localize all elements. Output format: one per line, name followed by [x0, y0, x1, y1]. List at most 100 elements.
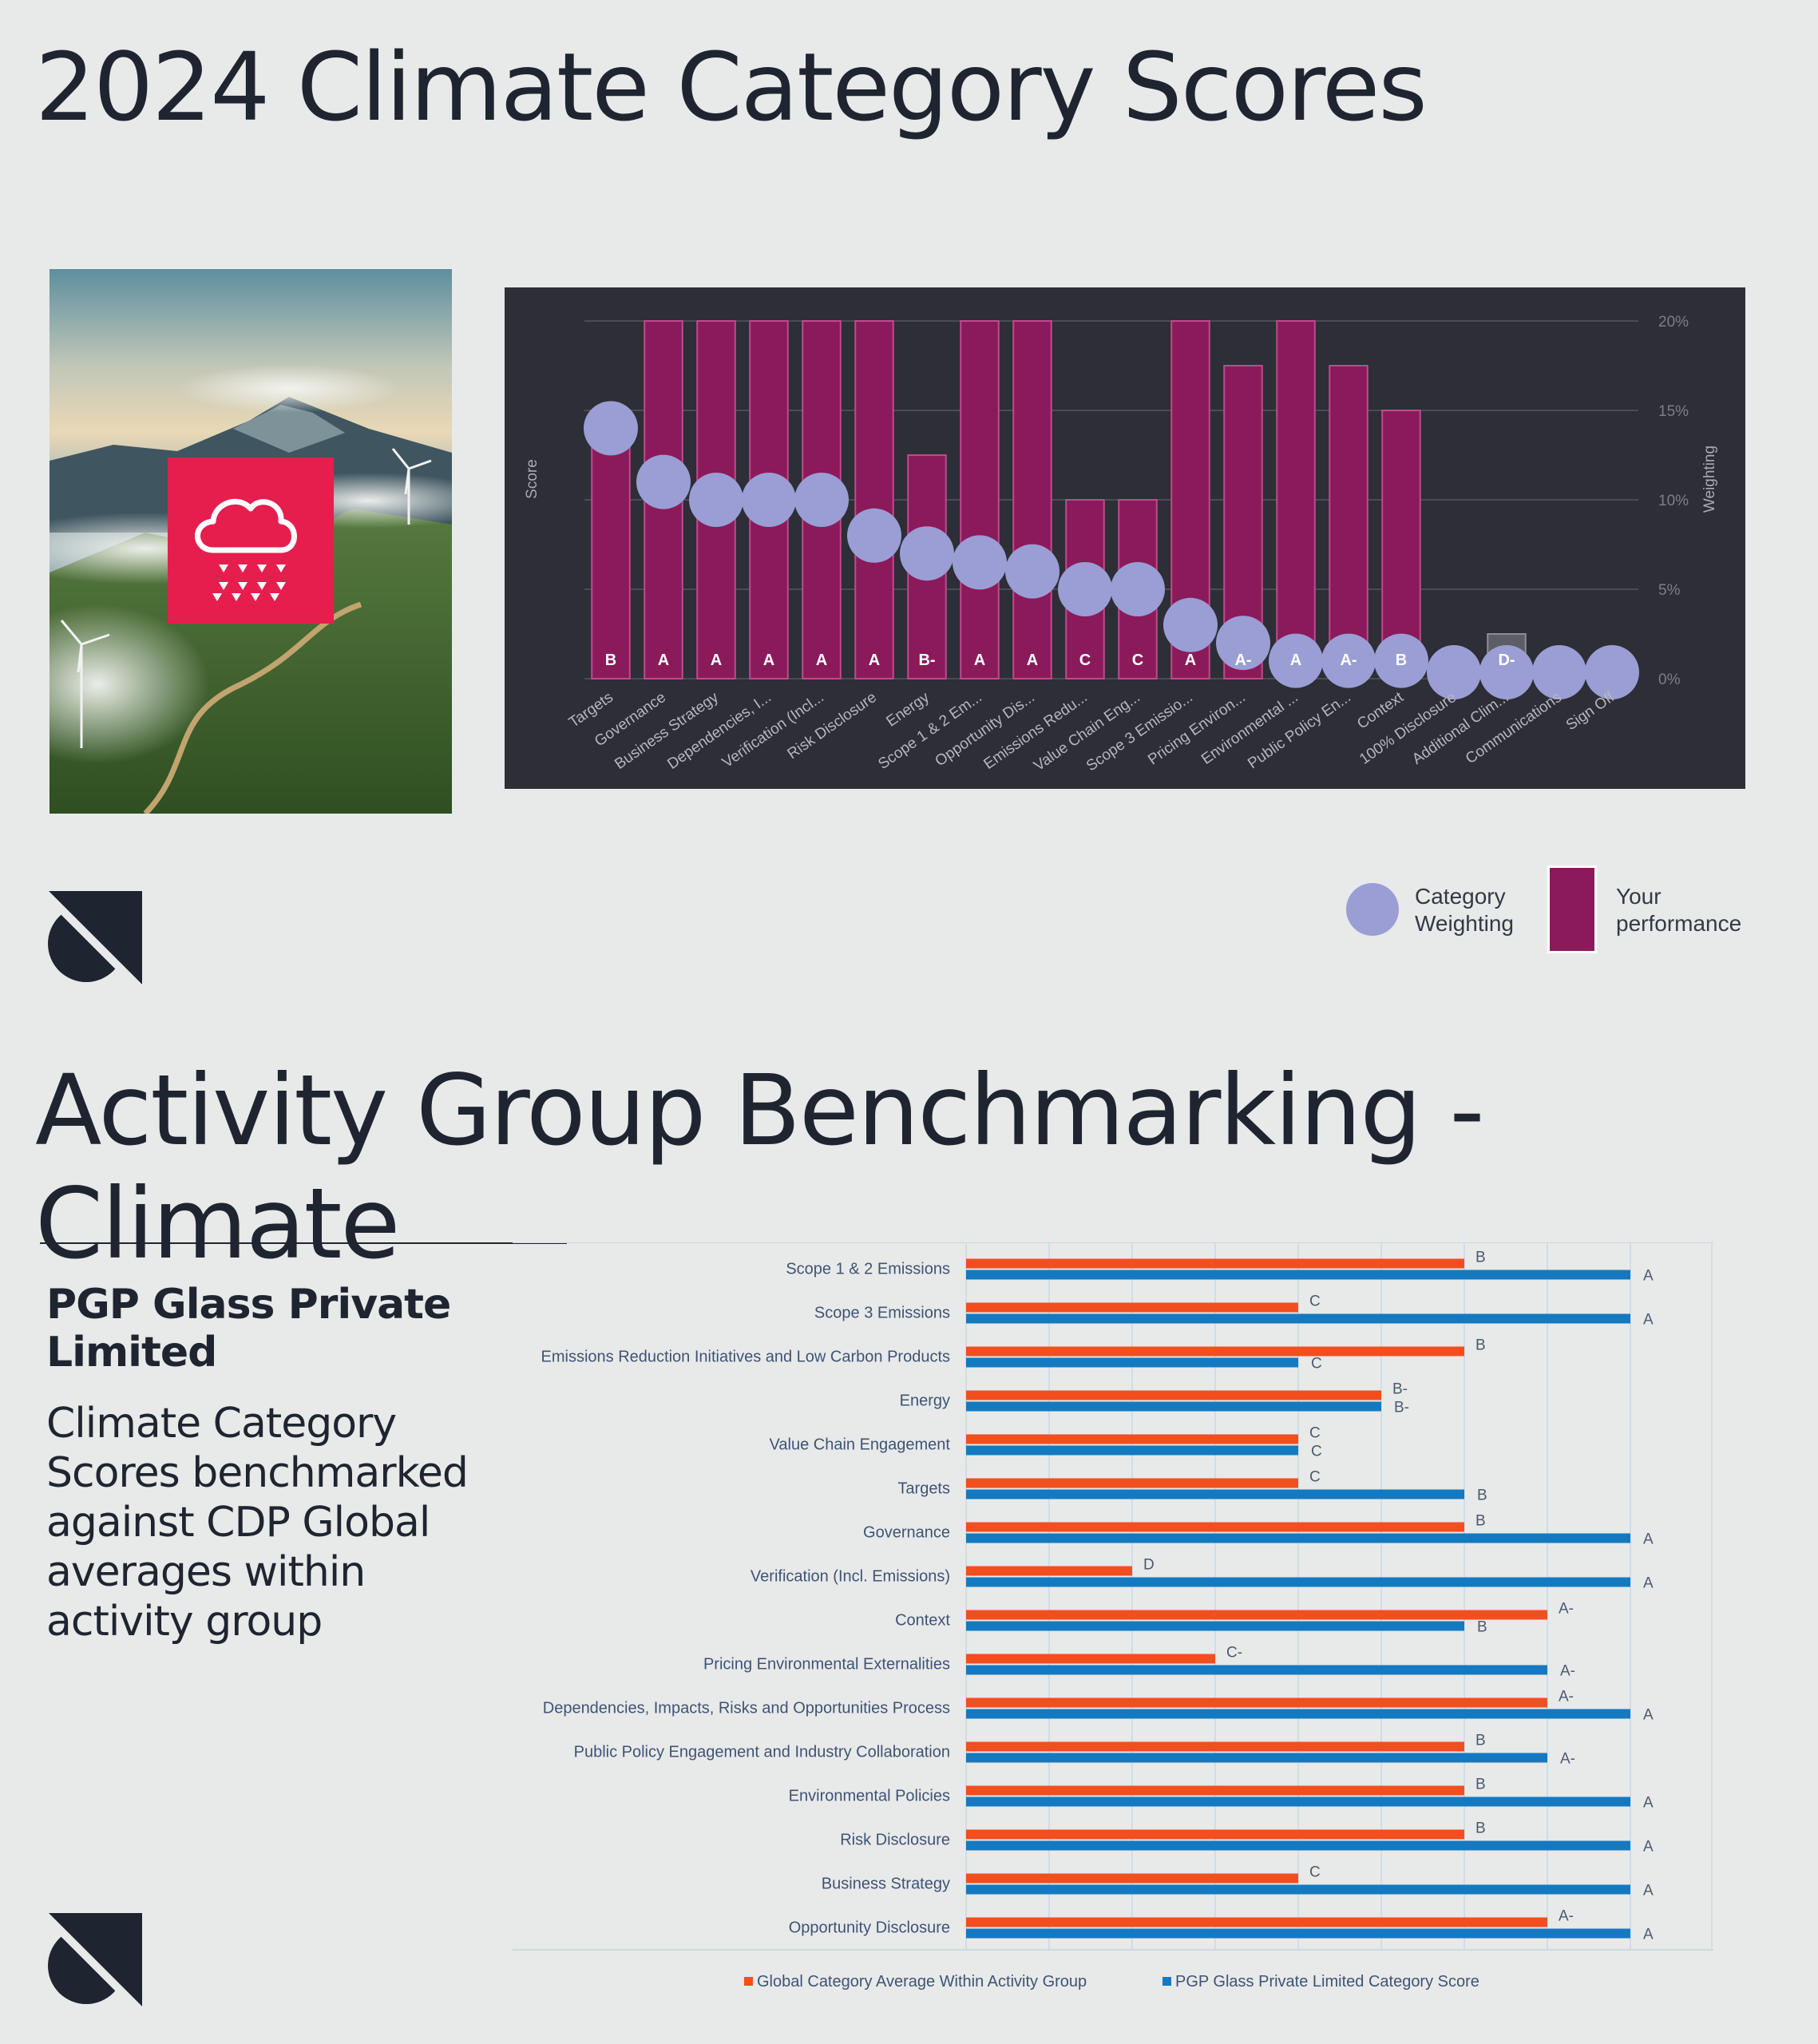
- grade-label: A: [869, 652, 880, 669]
- global-average-grade: C: [1309, 1864, 1321, 1881]
- company-score-grade: A: [1643, 1312, 1654, 1329]
- company-score-grade: A: [1643, 1927, 1654, 1943]
- section-divider: [40, 1242, 567, 1244]
- company-score-legend-label: PGP Glass Private Limited Category Score: [1175, 1973, 1479, 1991]
- company-score-bar: [966, 1665, 1547, 1675]
- x-tick-label: 100% Disclosure: [1357, 689, 1460, 768]
- company-score-grade: A: [1643, 1531, 1654, 1548]
- performance-legend-label: Your performance: [1616, 884, 1742, 936]
- weighting-dot: [794, 473, 849, 527]
- company-score-grade: A-: [1560, 1663, 1575, 1680]
- performance-bar: [1276, 320, 1316, 679]
- grade-label: A: [1290, 652, 1301, 669]
- weighting-dot: [953, 535, 1007, 590]
- global-average-grade: B: [1475, 1820, 1486, 1837]
- grade-label: C: [1132, 652, 1143, 669]
- y-tick-label: 5%: [1658, 582, 1681, 599]
- global-average-grade: A-: [1559, 1689, 1574, 1705]
- weighting-dot: [689, 473, 743, 527]
- climate-scores-chart: 0% 5% 10% 15% 20% Score Weighting B Targets A Gove…: [505, 287, 1745, 789]
- grade-label: B: [605, 652, 616, 669]
- wind-turbines-landscape: [50, 269, 452, 814]
- grade-label: A: [711, 652, 722, 669]
- brand-logo-icon: [40, 888, 145, 993]
- category-label: Dependencies, Impacts, Risks and Opportu…: [543, 1700, 950, 1717]
- category-label: Scope 3 Emissions: [814, 1305, 950, 1322]
- global-average-bar: [966, 1873, 1298, 1884]
- category-label: Energy: [900, 1392, 950, 1410]
- category-label: Risk Disclosure: [840, 1832, 950, 1849]
- company-score-bar: [966, 1533, 1630, 1543]
- company-score-grade: A: [1643, 1839, 1654, 1856]
- global-average-bar: [966, 1566, 1132, 1576]
- company-score-bar: [966, 1884, 1630, 1895]
- global-average-bar: [966, 1917, 1547, 1927]
- weighting-dot: [1374, 633, 1428, 688]
- x-tick-label: Communications: [1463, 689, 1565, 767]
- weighting-dot: [1269, 633, 1323, 688]
- company-score-legend-swatch: [1162, 1977, 1171, 1986]
- weighting-dot: [1532, 645, 1586, 699]
- weighting-dot: [900, 526, 954, 581]
- company-score-grade: A: [1643, 1268, 1654, 1285]
- grade-label: A: [1185, 652, 1196, 669]
- grade-label: A-: [1340, 652, 1357, 669]
- company-score-grade: B-: [1394, 1400, 1409, 1416]
- performance-bar: [1012, 320, 1052, 679]
- weighting-legend-swatch: [1346, 883, 1399, 936]
- cloud-rain-icon: [195, 498, 297, 553]
- global-average-grade: B: [1475, 1250, 1486, 1266]
- global-average-bar: [966, 1258, 1464, 1269]
- grade-label: A: [763, 652, 774, 669]
- grade-label: A: [816, 652, 827, 669]
- global-average-legend-swatch: [744, 1977, 753, 1986]
- company-score-bar: [966, 1445, 1298, 1456]
- x-tick-label: Additional Clim...: [1409, 689, 1512, 768]
- benchmark-description: Climate Category Scores benchmarked agai…: [46, 1400, 469, 1646]
- grade-label: A-: [1234, 652, 1251, 669]
- weighting-dot: [1163, 597, 1218, 652]
- global-average-grade: B: [1475, 1513, 1486, 1530]
- company-score-bar: [966, 1270, 1630, 1280]
- company-score-bar: [966, 1840, 1630, 1851]
- category-label: Verification (Incl. Emissions): [751, 1568, 950, 1586]
- category-label: Emissions Reduction Initiatives and Low …: [541, 1349, 950, 1366]
- grade-label: B: [1396, 652, 1407, 669]
- x-tick-label: Risk Disclosure: [785, 689, 880, 763]
- global-average-bar: [966, 1785, 1464, 1796]
- weighting-dot: [1321, 633, 1376, 688]
- y-tick-label: 15%: [1658, 403, 1689, 420]
- company-score-bar: [966, 1796, 1630, 1807]
- weighting-legend-label: Category Weighting: [1415, 884, 1515, 936]
- company-score-bar: [966, 1489, 1464, 1499]
- global-average-grade: B: [1475, 1777, 1486, 1793]
- weighting-dot: [1058, 562, 1112, 616]
- company-score-grade: C: [1311, 1444, 1322, 1460]
- category-label: Governance: [863, 1524, 950, 1542]
- category-label: Business Strategy: [822, 1876, 950, 1893]
- global-average-grade: D: [1143, 1557, 1155, 1574]
- grade-label: D-: [1498, 652, 1515, 669]
- global-average-bar: [966, 1302, 1298, 1313]
- global-average-bar: [966, 1346, 1464, 1357]
- weighting-dot: [1005, 544, 1060, 599]
- y2-axis-label: Weighting: [1701, 446, 1718, 513]
- global-average-grade: C: [1309, 1425, 1321, 1442]
- grade-label: A: [1027, 652, 1038, 669]
- weighting-dot: [1479, 645, 1534, 699]
- category-label: Environmental Policies: [789, 1788, 950, 1805]
- category-label: Pricing Environmental Externalities: [703, 1656, 950, 1674]
- grade-label: A: [974, 652, 985, 669]
- weighting-dot: [742, 473, 796, 527]
- grade-label: A: [658, 652, 669, 669]
- global-average-bar: [966, 1654, 1215, 1664]
- company-score-grade: A: [1643, 1707, 1654, 1724]
- company-score-bar: [966, 1709, 1630, 1719]
- page-title: 2024 Climate Category Scores: [35, 32, 1428, 142]
- category-label: Context: [895, 1612, 950, 1630]
- weighting-dot: [1585, 645, 1639, 699]
- y-axis-label: Score: [524, 459, 541, 499]
- y-tick-label: 20%: [1658, 314, 1689, 331]
- global-average-bar: [966, 1522, 1464, 1532]
- scores-legend: Category Weighting Your performance: [1341, 862, 1757, 962]
